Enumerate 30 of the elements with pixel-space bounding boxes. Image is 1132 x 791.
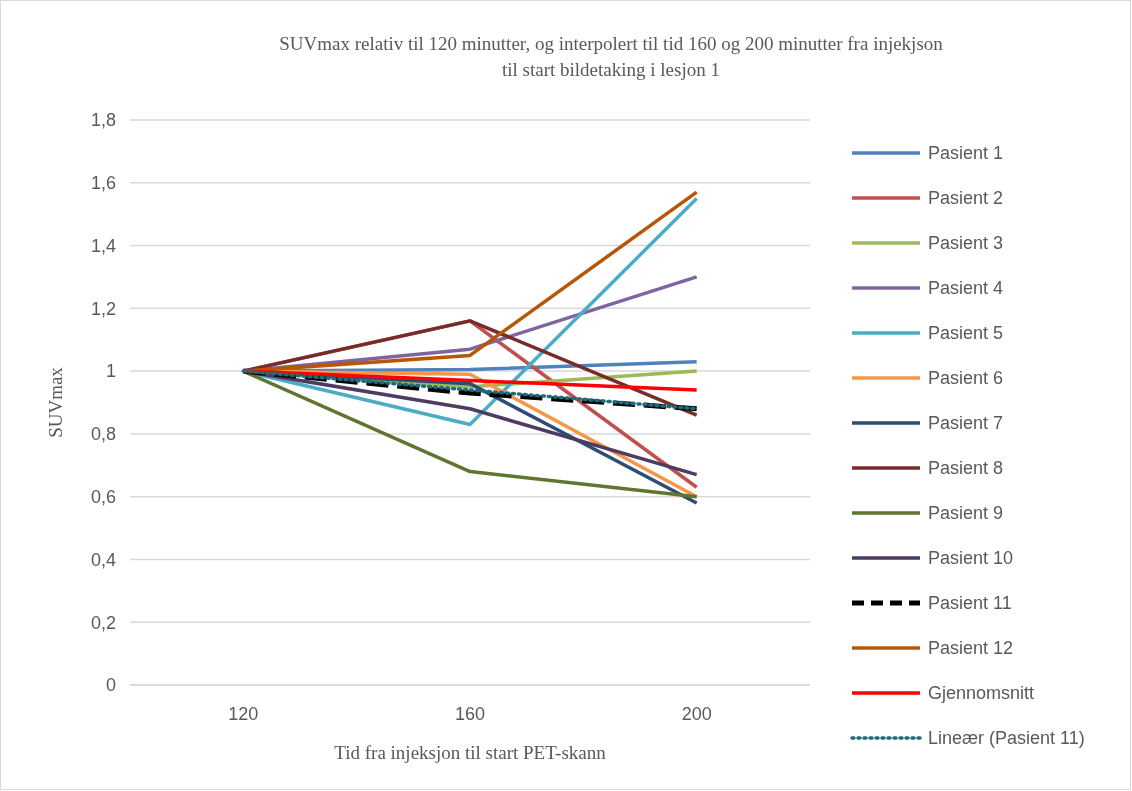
x-axis-title: Tid fra injeksjon til start PET-skann (334, 742, 607, 763)
x-tick-label: 200 (681, 704, 712, 724)
x-tick-label: 120 (228, 704, 259, 724)
y-tick-label: 1,8 (90, 110, 116, 131)
legend-label: Pasient 3 (928, 233, 1004, 254)
y-tick-label: 0 (105, 675, 116, 696)
legend-label: Lineær (Pasient 11) (928, 728, 1085, 749)
y-tick-label: 1 (105, 361, 116, 382)
legend-label: Pasient 10 (928, 548, 1014, 569)
legend-label: Pasient 7 (928, 413, 1004, 434)
legend-label: Pasient 11 (928, 593, 1012, 614)
legend-label: Pasient 12 (928, 638, 1014, 659)
legend-label: Pasient 4 (928, 278, 1004, 299)
legend-label: Gjennomsnitt (928, 683, 1035, 704)
legend-label: Pasient 2 (928, 188, 1004, 209)
y-tick-label: 0,4 (90, 549, 116, 570)
y-tick-label: 0,8 (90, 424, 116, 445)
y-tick-label: 0,6 (90, 486, 116, 507)
chart-title: SUVmax relativ til 120 minutter, og interpolert til tid 160 og 200 minutter fra injekjson til start bildetaking i lesjon 1 (279, 33, 944, 80)
legend-label: Pasient 6 (928, 368, 1004, 389)
y-tick-label: 1,6 (90, 173, 116, 194)
legend-label: Pasient 9 (928, 503, 1004, 524)
legend-label: Pasient 1 (928, 143, 1004, 164)
y-tick-label: 0,2 (90, 612, 116, 633)
legend-label: Pasient 5 (928, 323, 1004, 344)
legend-label: Pasient 8 (928, 458, 1004, 479)
y-axis-title: SUVmax (45, 366, 66, 438)
y-tick-label: 1,2 (90, 298, 116, 319)
x-tick-label: 160 (454, 704, 486, 724)
y-tick-label: 1,4 (90, 235, 116, 256)
